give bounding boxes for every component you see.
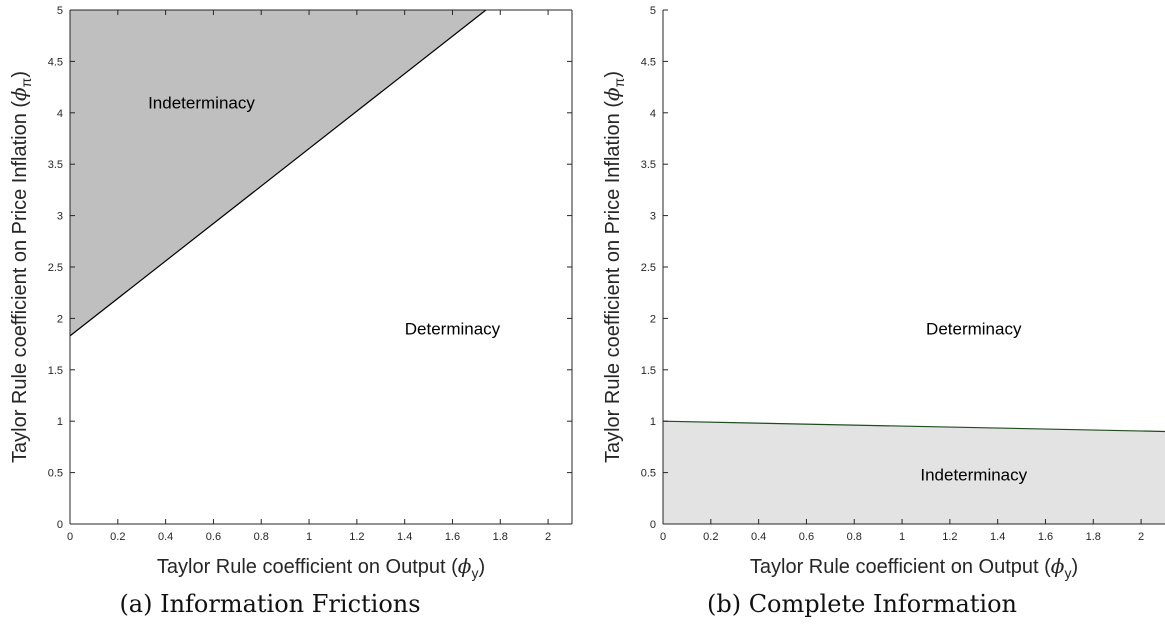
y-tick-label: 0.5: [641, 468, 656, 480]
y-tick-label: 4.5: [641, 56, 656, 68]
y-tick-label: 5: [57, 5, 63, 17]
y-tick-label: 1: [650, 416, 656, 428]
y-tick-label: 0.5: [48, 468, 63, 480]
x-tick-label: 0.6: [799, 531, 814, 543]
y-axis-title: Taylor Rule coefficient on Price Inflati…: [7, 71, 34, 463]
caption-b: (b) Complete Information: [707, 590, 1017, 618]
x-tick-label: 0.4: [751, 531, 766, 543]
x-tick-label: 2: [1138, 531, 1144, 543]
x-tick-label: 0.4: [158, 531, 173, 543]
y-tick-label: 3.5: [641, 159, 656, 171]
y-tick-label: 0: [650, 519, 656, 531]
y-tick-label: 0: [57, 519, 63, 531]
x-tick-label: 0: [660, 531, 666, 543]
y-tick-label: 3: [57, 211, 63, 223]
y-tick-label: 3.5: [48, 159, 63, 171]
y-tick-label: 1.5: [48, 365, 63, 377]
boundary-line: [69, 9, 487, 337]
y-tick-label: 5: [650, 5, 656, 17]
x-tick-label: 1.6: [445, 531, 460, 543]
y-tick-label: 2.5: [48, 262, 63, 274]
panel-a: 0 0.2 0.4 0.6 0.8 1 1.2 1.4 1.6 1.8 2 0 0.5 1 1.5 2 2.5 3…: [7, 5, 573, 581]
x-tick-label: 0.2: [703, 531, 718, 543]
x-tick-label: 2: [545, 531, 551, 543]
y-tick-label: 4.5: [48, 56, 63, 68]
y-tick-label: 1: [57, 416, 63, 428]
panel-b: 0 0.2 0.4 0.6 0.8 1 1.2 1.4 1.6 1.8 2 0 0.5 1 1.5 2 2.5 3…: [600, 5, 1165, 581]
y-tick-label: 4: [57, 108, 63, 120]
x-tick-label: 1.4: [397, 531, 412, 543]
x-tick-label: 0.8: [847, 531, 862, 543]
y-tick-label: 2.5: [641, 262, 656, 274]
y-tick-label: 1.5: [641, 365, 656, 377]
region-label-determinacy: Determinacy: [405, 320, 501, 339]
x-tick-label: 1.2: [349, 531, 364, 543]
region-label-indeterminacy: Indeterminacy: [148, 94, 255, 113]
x-tick-label: 0: [67, 531, 73, 543]
region-label-indeterminacy: Indeterminacy: [920, 466, 1027, 485]
x-tick-label: 0.8: [254, 531, 269, 543]
x-tick-label: 1: [306, 531, 312, 543]
x-tick-label: 1.8: [1086, 531, 1101, 543]
x-tick-label: 1.4: [990, 531, 1005, 543]
y-tick-label: 2: [650, 313, 656, 325]
y-tick-label: 3: [650, 211, 656, 223]
y-tick-label: 4: [650, 108, 656, 120]
x-axis-title: Taylor Rule coefficient on Output (ϕy): [750, 554, 1078, 581]
x-axis-title: Taylor Rule coefficient on Output (ϕy): [157, 554, 485, 581]
caption-a: (a) Information Frictions: [119, 590, 420, 618]
x-tick-label: 1.6: [1038, 531, 1053, 543]
x-tick-label: 0.2: [110, 531, 125, 543]
y-tick-label: 2: [57, 313, 63, 325]
region-label-determinacy: Determinacy: [926, 320, 1022, 339]
x-tick-label: 1.2: [942, 531, 957, 543]
x-tick-label: 1.8: [493, 531, 508, 543]
x-tick-label: 0.6: [206, 531, 221, 543]
x-tick-label: 1: [899, 531, 905, 543]
boundary-line: [662, 420, 1165, 433]
indeterminacy-region: [663, 421, 1165, 524]
y-axis-title: Taylor Rule coefficient on Price Inflati…: [600, 71, 627, 463]
